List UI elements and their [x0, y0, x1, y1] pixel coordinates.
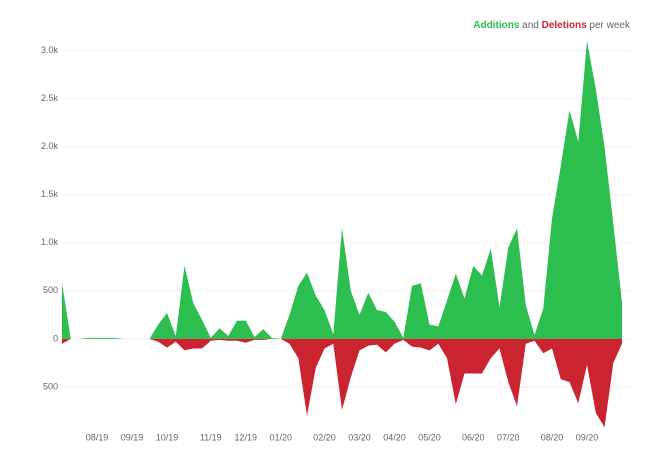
x-tick-label: 02/20	[313, 432, 336, 442]
x-tick-label: 09/20	[576, 432, 599, 442]
y-tick-label: 500	[43, 381, 58, 391]
y-tick-label: 2.0k	[41, 141, 59, 151]
y-tick-label: 1.5k	[41, 189, 59, 199]
y-tick-label: 1.0k	[41, 237, 59, 247]
area	[62, 338, 622, 428]
x-tick-label: 08/19	[86, 432, 109, 442]
x-tick-label: 06/20	[462, 432, 485, 442]
legend-text: per week	[589, 20, 631, 31]
x-tick-label: 11/19	[200, 432, 222, 442]
x-tick-label: 05/20	[418, 432, 441, 442]
legend-entry: Additions	[473, 20, 520, 31]
x-tick-label: 03/20	[348, 432, 371, 442]
x-tick-label: 01/20	[269, 432, 292, 442]
x-tick-label: 08/20	[541, 432, 564, 442]
legend-text: and	[522, 20, 539, 31]
legend: Additions and Deletions per week	[473, 20, 631, 31]
legend-entry: Deletions	[542, 20, 587, 31]
y-tick-label: 2.5k	[41, 93, 59, 103]
x-tick-label: 12/19	[234, 432, 257, 442]
y-tick-label: 3.0k	[41, 45, 59, 55]
area	[62, 41, 622, 339]
x-tick-label: 04/20	[383, 432, 406, 442]
y-tick-label: 500	[43, 285, 58, 295]
y-tick-label: 0	[53, 333, 58, 343]
x-tick-label: 07/20	[497, 432, 520, 442]
x-tick-label: 10/19	[156, 432, 179, 442]
x-tick-label: 09/19	[121, 432, 144, 442]
